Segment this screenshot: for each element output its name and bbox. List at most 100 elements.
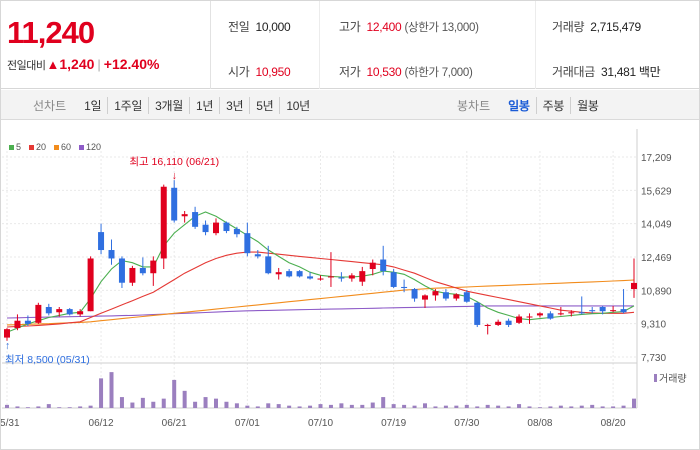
high-value: 12,400 (366, 20, 402, 34)
volume-bar (276, 404, 281, 408)
candle-body (610, 310, 617, 312)
x-tick-label: 07/30 (454, 418, 479, 429)
open-stat: 시가 10,950 (228, 63, 291, 80)
x-tick-label: 05/31 (1, 418, 20, 429)
legend-label: 120 (86, 142, 102, 152)
candle-body (390, 272, 397, 287)
candle-body (359, 271, 366, 282)
candle-body (474, 302, 481, 325)
candle-body (422, 295, 428, 300)
low-stat: 저가 10,530 (하한가 7,000) (339, 63, 473, 80)
volume-bar (611, 406, 616, 408)
x-tick-label: 08/20 (601, 418, 626, 429)
volume-bar (245, 405, 250, 408)
legend-ma5: 5 (9, 142, 21, 152)
candle-body (495, 321, 502, 325)
volume-bar (349, 404, 354, 408)
amount-unit: 백만 (638, 65, 661, 79)
candle-body (620, 309, 627, 313)
y-tick-label: 10,890 (641, 286, 672, 297)
change-divider: | (97, 57, 101, 72)
volume-bar (224, 401, 229, 408)
candle-body (578, 312, 585, 314)
current-price: 11,240 (7, 15, 95, 50)
volume-bar (496, 405, 501, 408)
y-tick-label: 15,629 (641, 186, 672, 197)
tab-weekly[interactable]: 주봉 (535, 96, 570, 114)
legend-swatch (9, 144, 14, 150)
volume-bar (36, 406, 41, 408)
volume-bar (485, 404, 490, 408)
volume-bar (391, 404, 396, 408)
candle-body (547, 313, 554, 319)
ma20-line (6, 251, 635, 328)
volume-bar (214, 398, 218, 408)
tab-1w[interactable]: 1주일 (107, 96, 148, 114)
legend-label: 5 (16, 142, 22, 152)
tab-1y[interactable]: 1년 (188, 96, 219, 114)
volume-bar (182, 390, 187, 408)
candle-body (327, 276, 334, 278)
candle-body (432, 291, 439, 296)
high-label: 고가 (339, 20, 361, 34)
volume-bar (15, 406, 20, 408)
candle-body (453, 294, 460, 299)
volume-bar (402, 404, 407, 408)
volume-bar (506, 406, 511, 408)
candle-body (568, 312, 575, 314)
tab-10y[interactable]: 10년 (279, 96, 316, 114)
candle-body (516, 316, 523, 323)
candle-body (24, 320, 31, 324)
volume-bar (161, 398, 166, 408)
volume-bar (140, 397, 145, 408)
candle-body (150, 260, 157, 274)
volume-bar (621, 405, 626, 408)
candle-body (265, 256, 272, 274)
y-tick-label: 14,049 (641, 220, 672, 231)
volume-bar (119, 397, 124, 408)
open-label: 시가 (228, 65, 250, 79)
volume-bar (558, 405, 563, 408)
tab-3m[interactable]: 3개월 (148, 96, 189, 114)
volume-bar (88, 405, 93, 408)
prev-close-stat: 전일 10,000 (228, 18, 291, 35)
volume-axis-label: 거래량 (659, 373, 687, 385)
candle-chart-title: 봉차트 (457, 98, 491, 113)
high-stat: 고가 12,400 (상한가 13,000) (339, 18, 479, 35)
volume-bar (590, 404, 595, 408)
candle-body (192, 212, 199, 227)
candle-body (442, 292, 449, 299)
volume-bar (579, 405, 584, 408)
candle-chart-tabs: 봉차트 일봉 주봉 월봉 (457, 90, 605, 120)
tab-daily[interactable]: 일봉 (508, 98, 530, 113)
candle-body (286, 271, 293, 277)
candle-body (4, 329, 10, 338)
amount-label: 거래대금 (552, 65, 595, 79)
ma120-line (6, 305, 634, 319)
candle-body (380, 259, 387, 272)
candle-body (35, 304, 42, 323)
tab-5y[interactable]: 5년 (249, 96, 279, 114)
volume-stat: 거래량 2,715,479 (552, 18, 641, 35)
x-tick-label: 06/12 (89, 418, 114, 429)
volume-bar (475, 406, 480, 408)
candle-body (181, 214, 188, 217)
volume-bar (297, 406, 302, 408)
y-tick-label: 9,310 (641, 320, 666, 331)
candle-body (108, 250, 115, 259)
tab-3y[interactable]: 3년 (219, 96, 249, 114)
candle-body (536, 313, 543, 316)
arrow-down-icon: ↓ (172, 170, 177, 182)
volume-bar (423, 403, 427, 408)
tab-monthly[interactable]: 월봉 (570, 96, 604, 114)
volume-bar (464, 404, 469, 408)
candle-body (45, 306, 52, 314)
volume-bar (99, 378, 104, 408)
candle-body (275, 272, 282, 275)
volume-bar (339, 403, 344, 408)
volume-bar (569, 406, 574, 408)
tab-1d[interactable]: 1일 (84, 98, 102, 113)
candle-body (369, 262, 376, 270)
upper-limit: (상한가 13,000) (404, 22, 479, 34)
